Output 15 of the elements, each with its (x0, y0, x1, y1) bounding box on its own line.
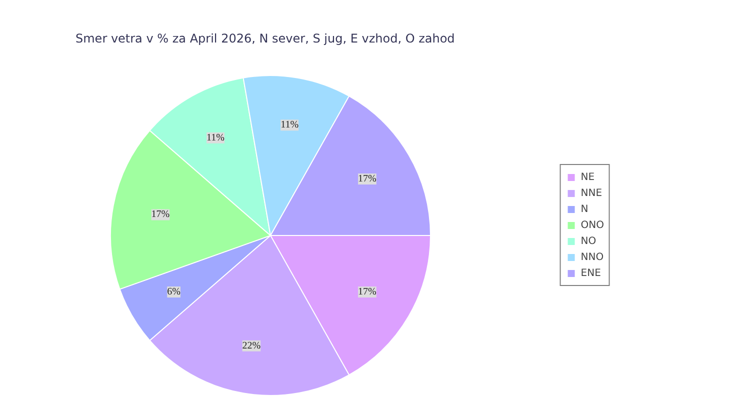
data-label: 17% (358, 174, 376, 184)
chart-title: Smer vetra v % za April 2026, N sever, S jug, E vzhod, O zahod (76, 32, 455, 46)
data-label: 11% (280, 120, 299, 131)
legend-label: NE (580, 170, 596, 184)
legend-label: ENE (580, 266, 601, 280)
legend-label: NNE (580, 186, 602, 200)
data-label: 11% (206, 132, 224, 144)
data-label: 22% (242, 340, 261, 352)
legend-label: NO (580, 234, 598, 248)
data-label: 17% (151, 209, 170, 220)
legend-label: ONO (580, 218, 604, 232)
legend-label: N (580, 202, 590, 216)
legend-label: NNO (580, 250, 604, 264)
data-label: 17% (358, 286, 376, 298)
data-label: 6% (167, 286, 180, 298)
